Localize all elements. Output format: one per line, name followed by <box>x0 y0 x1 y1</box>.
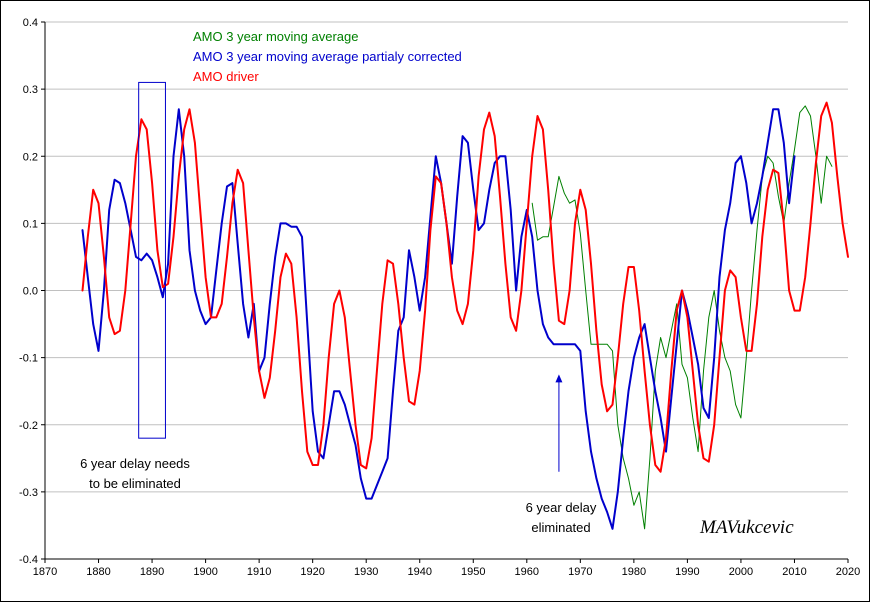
x-tick-label-14: 2010 <box>782 566 806 578</box>
x-tick-label-2: 1890 <box>140 566 164 578</box>
y-tick-label-4: 0.0 <box>23 286 38 298</box>
x-tick-label-10: 1970 <box>568 566 592 578</box>
y-tick-label-2: 0.2 <box>23 151 38 163</box>
x-tick-label-3: 1900 <box>193 566 217 578</box>
box-label-line-2: to be eliminated <box>89 476 181 491</box>
y-tick-label-1: 0.3 <box>23 84 38 96</box>
legend-red: AMO driver <box>193 69 259 84</box>
y-tick-label-3: 0.1 <box>23 218 38 230</box>
annotations: 6 year delay needs to be eliminated 6 ye… <box>80 81 597 535</box>
x-tick-label-0: 1870 <box>33 566 57 578</box>
series-line-2 <box>81 101 849 473</box>
x-tick-label-1: 1880 <box>86 566 110 578</box>
box-label-line-1: 6 year delay needs <box>80 456 190 471</box>
x-tick-label-9: 1960 <box>515 566 539 578</box>
legend-blue: AMO 3 year moving average partialy corre… <box>193 49 462 64</box>
y-tick-label-8: -0.4 <box>19 554 38 566</box>
signature: MAVukcevic <box>699 517 794 538</box>
x-tick-label-6: 1930 <box>354 566 378 578</box>
arrow-label-line-2: eliminated <box>531 520 590 535</box>
series-lines <box>81 101 849 530</box>
x-tick-label-4: 1910 <box>247 566 271 578</box>
y-tick-label-7: -0.3 <box>19 487 38 499</box>
x-tick-label-12: 1990 <box>675 566 699 578</box>
x-tick-label-7: 1940 <box>407 566 431 578</box>
axes <box>41 21 849 563</box>
x-tick-label-15: 2020 <box>836 566 860 578</box>
x-tick-label-13: 2000 <box>729 566 753 578</box>
y-tick-label-0: 0.4 <box>23 17 38 29</box>
legend-green: AMO 3 year moving average <box>193 29 358 44</box>
arrow-head <box>555 374 563 383</box>
x-tick-label-11: 1980 <box>622 566 646 578</box>
arrow-label-line-1: 6 year delay <box>526 500 597 515</box>
x-tick-label-8: 1950 <box>461 566 485 578</box>
y-tick-label-6: -0.2 <box>19 420 38 432</box>
series-line-1 <box>81 108 796 530</box>
y-tick-label-5: -0.1 <box>19 353 38 365</box>
legend: AMO 3 year moving average AMO 3 year mov… <box>193 29 462 84</box>
x-tick-label-5: 1920 <box>300 566 324 578</box>
delay-box <box>138 81 166 439</box>
